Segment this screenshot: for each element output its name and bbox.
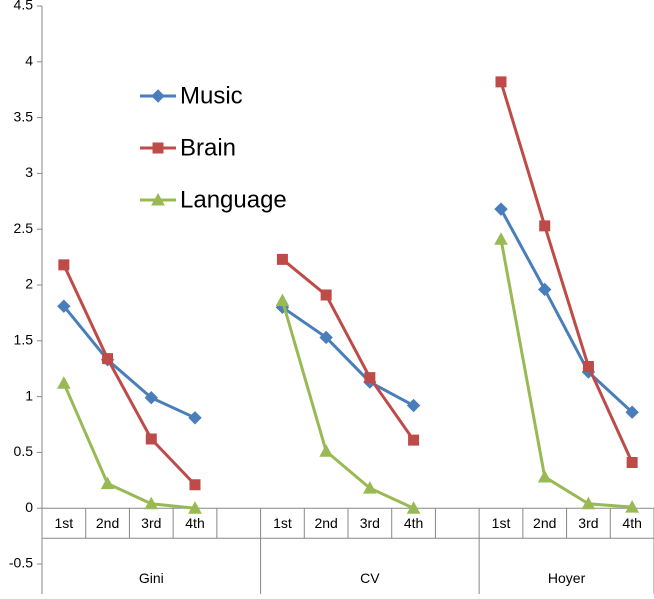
y-tick-label: 3: [25, 164, 33, 180]
x-tick-label: 3rd: [141, 515, 161, 531]
x-tick-label: 4th: [185, 515, 204, 531]
point-marker: [145, 433, 157, 445]
y-tick-label: 1.5: [14, 332, 34, 348]
x-tick-label: 2nd: [314, 515, 337, 531]
point-marker: [320, 289, 332, 301]
x-tick-label: 1st: [492, 515, 511, 531]
point-marker: [319, 444, 333, 457]
point-marker: [102, 353, 114, 365]
y-tick-label: 1: [25, 387, 33, 403]
point-marker: [406, 398, 421, 413]
y-tick-label: 4: [25, 53, 33, 69]
legend-marker: [151, 192, 165, 206]
x-tick-label: 1st: [55, 515, 74, 531]
y-tick-label: 4.5: [14, 0, 34, 13]
x-tick-label: 4th: [404, 515, 423, 531]
point-marker: [408, 434, 420, 446]
point-marker: [625, 405, 639, 419]
point-marker: [144, 391, 158, 405]
legend-marker: [152, 142, 164, 154]
point-marker: [188, 411, 202, 425]
point-marker: [538, 282, 552, 297]
y-tick-label: 3.5: [14, 108, 34, 124]
point-marker: [100, 476, 115, 490]
point-marker: [582, 360, 594, 372]
y-tick-label: 2: [25, 276, 33, 292]
group-label: Hoyer: [548, 570, 586, 586]
point-marker: [319, 330, 333, 345]
legend-label: Language: [180, 186, 287, 213]
legend-label: Brain: [180, 134, 236, 161]
x-tick-label: 4th: [622, 515, 641, 531]
y-tick-label: 0: [25, 499, 33, 515]
x-tick-label: 1st: [273, 515, 292, 531]
point-marker: [364, 372, 376, 384]
series-line: [62, 208, 634, 420]
point-marker: [189, 479, 201, 491]
point-marker: [581, 496, 596, 510]
x-tick-label: 2nd: [96, 515, 119, 531]
x-tick-label: 3rd: [360, 515, 380, 531]
point-marker: [188, 501, 202, 514]
point-marker: [275, 293, 290, 307]
legend-label: Music: [180, 82, 243, 109]
point-marker: [57, 376, 71, 389]
point-marker: [495, 76, 507, 88]
point-marker: [363, 481, 377, 494]
y-tick-label: 2.5: [14, 220, 34, 236]
series-line: [62, 238, 633, 510]
point-marker: [57, 299, 71, 313]
point-marker: [494, 232, 508, 245]
group-label: CV: [360, 570, 380, 586]
point-marker: [276, 253, 288, 265]
point-marker: [58, 259, 70, 271]
point-marker: [144, 496, 159, 510]
y-tick-label: -0.5: [9, 555, 33, 571]
point-marker: [539, 220, 551, 232]
point-marker: [626, 456, 638, 468]
series-line: [62, 81, 634, 486]
x-tick-label: 2nd: [533, 515, 556, 531]
point-marker: [494, 202, 508, 216]
point-marker: [537, 469, 552, 483]
legend-marker: [151, 89, 165, 103]
point-marker: [406, 501, 421, 514]
y-tick-label: 0.5: [14, 443, 34, 459]
point-marker: [625, 500, 639, 513]
x-tick-label: 3rd: [578, 515, 598, 531]
group-label: Gini: [139, 570, 164, 586]
